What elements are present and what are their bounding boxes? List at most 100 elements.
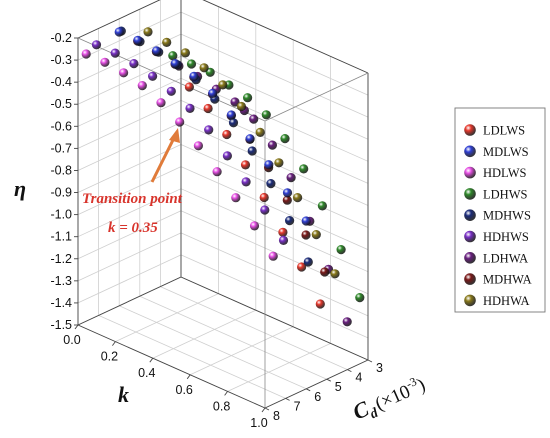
- data-point-mdlws: [114, 27, 124, 37]
- data-point-ldlws: [222, 129, 232, 140]
- data-point-hdhwa: [274, 158, 284, 168]
- cd-tick-label: 5: [335, 380, 342, 394]
- eta-tick-label: -0.8: [50, 163, 72, 177]
- grid-line-floor: [152, 309, 256, 359]
- grid-line-left: [77, 188, 182, 238]
- data-points: [81, 26, 365, 327]
- k-tick: [261, 407, 266, 413]
- data-point-mdlws: [282, 188, 293, 198]
- data-point-hdlws: [81, 49, 91, 59]
- legend-marker: [464, 209, 476, 221]
- data-point-mdhwa: [320, 267, 330, 277]
- grid-line-left: [77, 144, 182, 193]
- axis-edge: [264, 359, 369, 409]
- data-point-mdhws: [266, 179, 276, 189]
- legend: LDLWS MDLWS HDLWS LDHWS MDHWS HDHWS LDHWA MDHWA…: [454, 107, 546, 313]
- legend-label: LDHWS: [483, 187, 527, 201]
- data-point-ldhwa: [342, 317, 352, 327]
- axis-edge: [77, 324, 266, 409]
- grid-line-floor: [98, 315, 286, 399]
- data-point-ldhws: [299, 164, 309, 174]
- data-point-ldhws: [336, 245, 346, 255]
- data-point-mdlws: [189, 71, 199, 81]
- legend-marker: [464, 230, 476, 243]
- k-tick-label: 0.2: [101, 350, 118, 364]
- grid-line-left: [77, 100, 182, 149]
- legend-label: HDLWS: [483, 166, 527, 180]
- data-point-hdhws: [241, 177, 251, 187]
- data-point-hdlws: [175, 117, 185, 127]
- eta-axis-title: η: [14, 176, 26, 201]
- grid-line-floor: [139, 295, 327, 380]
- grid-line-floor: [190, 326, 294, 376]
- data-point-hdhws: [166, 86, 176, 96]
- cd-tick: [305, 388, 311, 392]
- grid-line-back: [180, 254, 369, 339]
- annotation-arrow-head: [169, 128, 180, 143]
- data-point-mdhws: [285, 216, 295, 226]
- data-point-hdlws: [212, 167, 222, 177]
- tick-labels: -0.2 -0.3 -0.4 -0.5 -0.6 -0.7 -0.8 -0.9 -1.0 -1.1…: [50, 31, 383, 430]
- data-point-mdhws: [247, 146, 257, 156]
- annotation-line1: Transition point: [82, 191, 183, 207]
- k-tick: [186, 374, 191, 380]
- data-point-mdhwa: [301, 230, 311, 240]
- data-point-hdhws: [110, 48, 120, 58]
- data-point-ldhws: [261, 110, 271, 120]
- grid-line-left: [77, 55, 182, 105]
- legend-label: MDHWA: [483, 273, 532, 287]
- data-point-mdlws: [170, 59, 180, 69]
- k-tick: [112, 341, 116, 346]
- cd-tick: [326, 378, 332, 382]
- data-point-hdhws: [91, 40, 102, 50]
- annotation: Transition point k = 0.35: [82, 128, 183, 236]
- data-point-hdlws: [231, 193, 241, 203]
- eta-tick-label: -1.5: [50, 318, 72, 332]
- legend-label: HDHWA: [483, 294, 530, 308]
- cd-tick: [347, 369, 352, 373]
- cd-tick-label: 3: [376, 361, 383, 375]
- eta-tick-label: -0.5: [50, 97, 72, 111]
- legend-marker: [464, 124, 476, 136]
- legend-marker: [464, 294, 476, 307]
- data-point-hdlws: [100, 57, 110, 67]
- cd-tick: [285, 397, 290, 401]
- eta-tick-label: -0.3: [50, 53, 72, 67]
- data-point-hdlws: [119, 68, 129, 78]
- eta-tick-label: -0.2: [50, 31, 72, 45]
- data-point-hdhwa: [311, 230, 321, 240]
- k-tick-label: 0.8: [213, 399, 230, 413]
- data-point-hdhws: [260, 205, 270, 215]
- data-point-hdhws: [148, 71, 158, 81]
- data-point-mdhwa: [282, 195, 292, 205]
- k-tick-label: 0.0: [63, 333, 80, 347]
- data-point-ldhws: [186, 59, 197, 69]
- k-tick-label: 0.4: [138, 366, 155, 380]
- data-point-mdlws: [133, 35, 143, 45]
- data-point-hdlws: [249, 221, 260, 231]
- axis-edge: [202, 0, 369, 74]
- data-point-ldhwa: [249, 114, 259, 124]
- annotation-arrow-shaft: [150, 135, 177, 183]
- data-point-hdlws: [193, 141, 203, 151]
- legend-label: MDLWS: [483, 145, 529, 159]
- data-point-ldhws: [280, 134, 290, 144]
- grid-line-floor: [160, 286, 348, 370]
- k-tick: [74, 324, 79, 330]
- grid-line-left: [77, 166, 182, 215]
- k-axis-title: k: [118, 382, 129, 407]
- legend-label: LDHWA: [483, 251, 528, 265]
- cd-tick-label: 8: [273, 409, 280, 423]
- data-point-hdhwa: [162, 37, 172, 48]
- annotation-line2: k = 0.35: [108, 220, 158, 236]
- grid-line-back: [180, 188, 369, 273]
- eta-tick-label: -1.4: [50, 296, 72, 310]
- grid-line-floor: [119, 305, 307, 390]
- legend-marker: [464, 145, 476, 158]
- grid-line-back: [202, 0, 369, 74]
- grid-line-back: [180, 166, 369, 250]
- eta-tick-label: -0.4: [50, 75, 72, 89]
- data-point-hdhws: [185, 103, 195, 113]
- data-point-hdhwa: [255, 127, 265, 137]
